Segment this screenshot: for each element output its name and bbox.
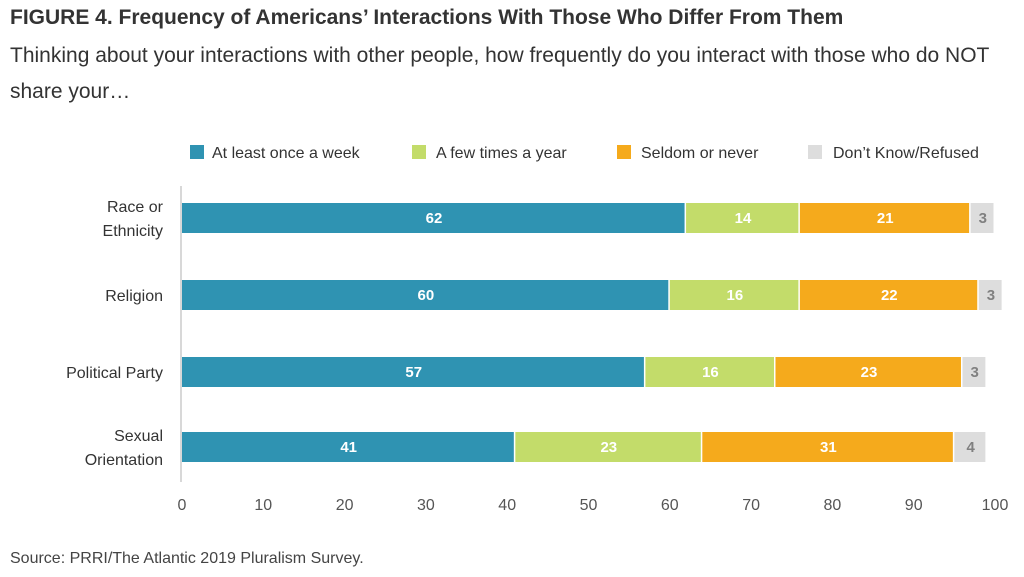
data-label: 3 <box>987 287 995 304</box>
legend-label: A few times a year <box>436 145 567 162</box>
bar-segment <box>669 280 799 310</box>
x-tick-label: 50 <box>580 497 598 514</box>
chart-subtitle: Thinking about your interactions with ot… <box>10 44 990 103</box>
x-tick-label: 60 <box>661 497 679 514</box>
data-label: 23 <box>861 364 878 381</box>
legend-swatch <box>190 145 204 159</box>
data-label: 62 <box>426 210 443 227</box>
data-label: 14 <box>735 210 752 227</box>
data-label: 21 <box>877 210 894 227</box>
x-tick-label: 0 <box>178 497 187 514</box>
bar-segment <box>686 203 799 233</box>
category-label: Political Party <box>66 365 163 382</box>
chart-title: FIGURE 4. Frequency of Americans’ Intera… <box>10 6 844 29</box>
bar-segment <box>182 203 685 233</box>
legend-label: Seldom or never <box>641 145 759 162</box>
legend-swatch <box>617 145 631 159</box>
x-tick-label: 100 <box>982 497 1009 514</box>
data-label: 31 <box>820 439 837 456</box>
data-label: 3 <box>979 210 987 227</box>
bar-segment <box>962 357 986 387</box>
data-label: 60 <box>418 287 435 304</box>
x-tick-label: 90 <box>905 497 923 514</box>
data-label: 16 <box>702 364 719 381</box>
bar-segment <box>515 432 701 462</box>
data-label: 41 <box>340 439 357 456</box>
bar-segment <box>799 203 970 233</box>
legend-swatch <box>808 145 822 159</box>
x-tick-label: 30 <box>417 497 435 514</box>
bar-segment <box>970 203 994 233</box>
category-label: Race or Ethnicity <box>103 199 164 240</box>
legend-swatch <box>412 145 426 159</box>
legend-label: At least once a week <box>212 145 361 162</box>
bar-segment <box>775 357 961 387</box>
x-tick-label: 20 <box>336 497 354 514</box>
x-tick-label: 40 <box>498 497 516 514</box>
bar-segment <box>645 357 774 387</box>
bar-segment <box>182 432 514 462</box>
x-tick-label: 70 <box>742 497 760 514</box>
data-label: 22 <box>881 287 898 304</box>
category-label: Religion <box>105 288 163 305</box>
x-tick-label: 80 <box>824 497 842 514</box>
bar-segment <box>799 280 978 310</box>
x-tick-label: 10 <box>254 497 272 514</box>
data-label: 16 <box>726 287 743 304</box>
bar-segment <box>182 280 669 310</box>
data-label: 3 <box>971 364 979 381</box>
data-label: 4 <box>966 439 975 456</box>
bar-segment <box>978 280 1002 310</box>
data-label: 23 <box>600 439 617 456</box>
source-note: Source: PRRI/The Atlantic 2019 Pluralism… <box>10 550 364 567</box>
bar-segment <box>702 432 953 462</box>
category-label: Sexual Orientation <box>85 428 163 469</box>
data-label: 57 <box>405 364 422 381</box>
legend-label: Don’t Know/Refused <box>833 145 979 162</box>
bar-segment <box>954 432 986 462</box>
bar-segment <box>182 357 644 387</box>
